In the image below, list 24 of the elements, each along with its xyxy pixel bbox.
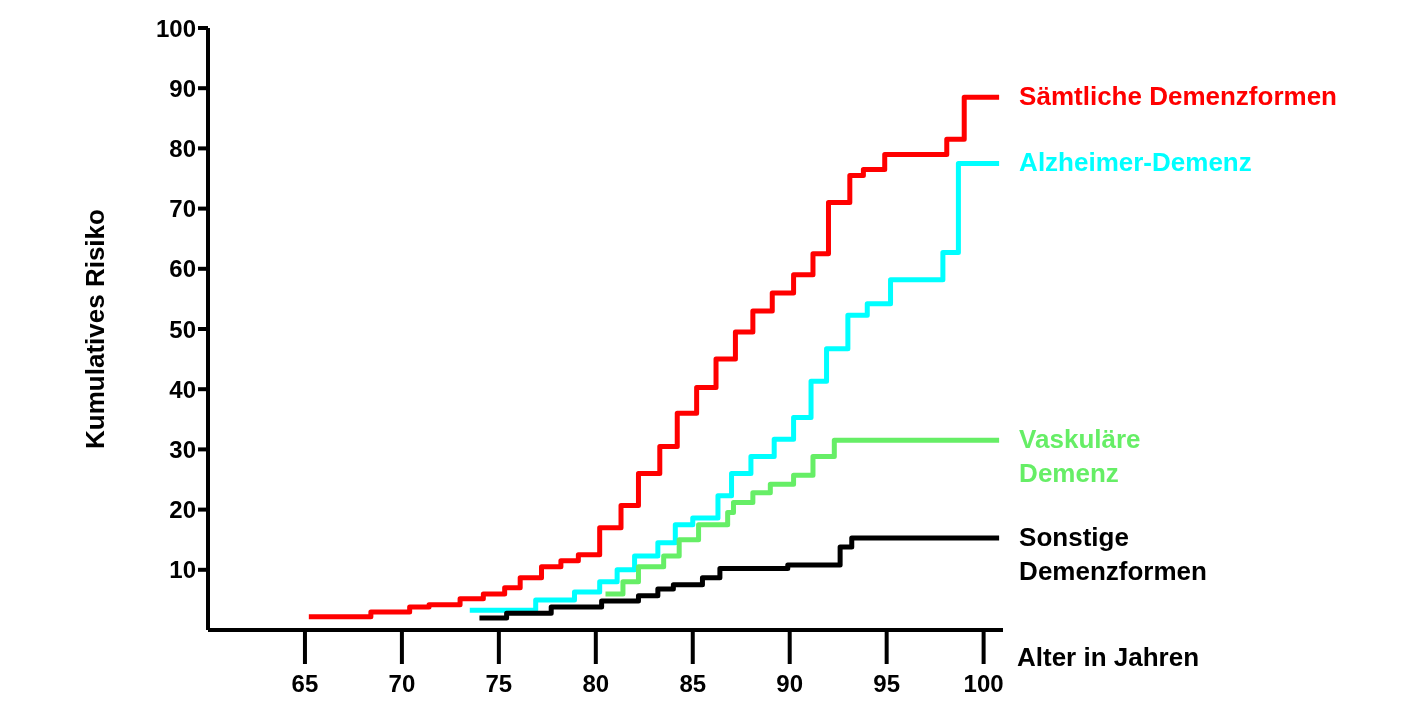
y-tick-label: 70 [169,195,196,223]
y-tick-label: 80 [169,134,196,162]
x-tick-label: 75 [485,670,513,697]
series-label: Sämtliche Demenzformen [1019,81,1337,112]
series-label: Alzheimer-Demenz [1019,147,1252,178]
series-label: Vaskuläre Demenz [1019,424,1141,489]
series-label: Sonstige Demenzformen [1019,521,1207,586]
y-tick-label: 40 [169,375,196,403]
x-tick-label: 100 [963,670,1004,697]
x-tick-label: 95 [873,670,901,697]
y-axis-title: Kumulatives Risiko [80,209,110,449]
x-tick-label: 70 [388,670,416,697]
y-tick-label: 20 [169,496,196,524]
y-tick-label: 30 [169,435,196,463]
y-tick-label: 10 [169,556,196,584]
x-axis-title: Alter in Jahren [1017,642,1200,672]
y-tick-label: 90 [169,74,196,102]
y-tick-label: 50 [169,315,196,343]
y-tick-label: 60 [169,255,196,283]
x-tick-label: 85 [679,670,707,697]
x-tick-label: 90 [776,670,804,697]
x-tick-label: 80 [582,670,610,697]
y-tick-label: 100 [155,14,196,42]
x-tick-label: 65 [291,670,319,697]
